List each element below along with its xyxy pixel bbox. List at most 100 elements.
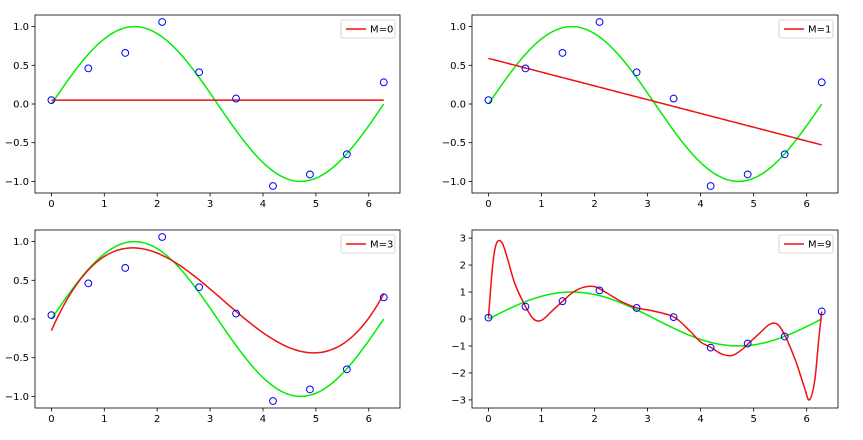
data-point [158,233,167,241]
y-tick-label: −3 [451,395,466,406]
y-tick-label: 3 [460,234,466,245]
data-point [484,96,493,105]
data-point [269,182,277,190]
x-tick-label: 3 [644,199,650,210]
x-tick-label: 0 [48,414,54,425]
data-point [84,279,93,288]
data-point [521,64,530,73]
y-tick-label: 0.5 [450,61,466,72]
sine-curve [50,25,385,183]
subplot-bottom-left: 0 1 2 3 4 5 6 −1.0 −0.5 0.0 0.5 1.0 M=3 [5,229,401,425]
y-tick-label: 2 [460,261,466,272]
data-point [232,309,240,318]
x-tick-label: 3 [207,414,213,425]
x-tick-label: 0 [485,199,491,210]
x-tick-label: 1 [101,414,107,425]
legend-label: M=9 [808,240,831,251]
data-point [595,286,604,295]
y-tick-label: 1.0 [13,22,29,33]
x-tick-label: 6 [366,199,372,210]
x-tick-label: 5 [750,414,756,425]
fit-curve-M=1 [488,57,822,146]
legend-box [340,19,396,39]
x-tick-label: 1 [538,199,544,210]
sine-curve [488,291,823,347]
data-point [780,332,789,341]
data-point [195,68,204,77]
data-point [232,94,240,103]
data-point [632,304,641,312]
data-point [47,311,56,320]
legend-label: M=1 [808,25,831,36]
sine-curve [487,25,823,183]
x-tick-label: 5 [313,414,319,425]
legend-box [778,234,834,254]
x-tick-label: 6 [804,199,810,210]
data-point [669,313,678,322]
legend: M=1 [778,19,834,39]
legend-box [340,234,396,254]
plot-area [50,25,385,183]
data-point [780,150,789,159]
data-point [817,307,826,316]
x-tick-label: 4 [697,414,703,425]
data-point [521,302,530,311]
fit-curve-M=3 [50,247,385,354]
x-tick-label: 5 [750,199,756,210]
data-point [379,78,388,87]
data-point [379,293,388,302]
data-point [306,170,314,179]
data-point [706,343,715,352]
x-tick-label: 1 [538,414,544,425]
data-point [669,94,678,103]
x-tick-label: 2 [591,199,597,210]
x-tick-label: 4 [260,414,266,425]
data-point [47,96,56,105]
x-tick-label: 5 [313,199,319,210]
data-point [743,170,752,179]
x-tick-label: 3 [644,414,650,425]
x-tick-label: 2 [154,199,160,210]
y-tick-label: 1.0 [450,22,466,33]
fit-curve-M=9 [487,239,823,401]
subplot-top-right: 0 1 2 3 4 5 6 −1.0 −0.5 0.0 0.5 1.0 M=1 [442,14,839,210]
y-tick-label: 0.5 [13,61,29,72]
y-tick-label: 0.5 [13,276,29,287]
x-tick-label: 6 [804,414,810,425]
data-point [121,49,130,57]
y-tick-label: 0 [460,315,466,326]
legend-label: M=0 [370,25,393,36]
legend-box [778,19,834,39]
data-point [558,297,567,306]
data-point [558,49,567,57]
y-tick-label: −1.0 [442,177,466,188]
sine-curve [50,240,385,398]
y-tick-label: 0.0 [450,100,466,111]
y-tick-label: −1 [451,341,466,352]
legend: M=0 [340,19,396,39]
x-tick-label: 4 [697,199,703,210]
y-tick-label: −1.0 [5,392,29,403]
y-tick-label: −0.5 [442,138,466,149]
x-tick-label: 0 [485,414,491,425]
plot-area [487,239,823,401]
data-point [706,182,715,190]
y-tick-label: 1.0 [13,237,29,248]
x-tick-label: 2 [591,414,597,425]
data-point [632,68,641,77]
data-point [121,264,130,272]
data-point [743,339,752,348]
subplot-bottom-right: 0 1 2 3 4 5 6 −3 −2 −1 0 1 2 3 M=9 [451,229,839,425]
data-point [342,365,351,374]
x-tick-label: 2 [154,414,160,425]
x-tick-label: 3 [207,199,213,210]
data-point [817,78,826,87]
y-tick-label: −0.5 [5,138,29,149]
y-tick-label: 0.0 [13,315,29,326]
plot-area [50,240,385,398]
data-point [342,150,351,159]
data-point [84,64,93,73]
subplot-top-left: 0 1 2 3 4 5 6 −1.0 −0.5 0.0 0.5 1.0 M=0 [5,14,401,210]
legend: M=3 [340,234,396,254]
y-tick-label: 0.0 [13,100,29,111]
